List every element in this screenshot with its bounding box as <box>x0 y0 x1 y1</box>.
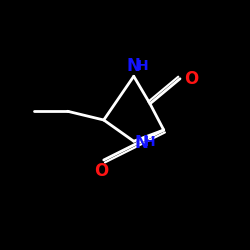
Text: O: O <box>184 70 198 88</box>
Text: N: N <box>135 134 149 152</box>
Text: H: H <box>136 58 148 72</box>
Text: O: O <box>94 162 108 180</box>
Text: N: N <box>127 57 141 75</box>
Text: H: H <box>143 136 155 149</box>
